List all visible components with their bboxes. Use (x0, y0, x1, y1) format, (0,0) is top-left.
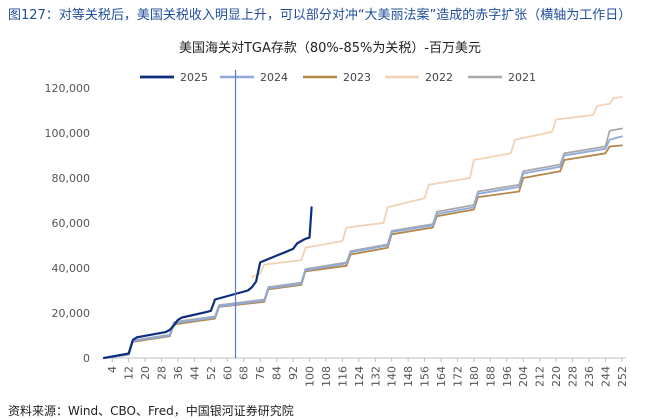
y-tick-label: 120,000 (45, 82, 91, 95)
x-tick-label: 228 (567, 366, 580, 387)
x-tick-label: 212 (534, 366, 547, 387)
source-note: 资料来源：Wind、CBO、Fred，中国银河证券研究院 (8, 404, 294, 418)
x-tick-label: 76 (254, 366, 267, 380)
x-tick-label: 180 (468, 366, 481, 387)
y-axis: 0 20,000 40,000 60,000 80,000 100,000 120,000 (45, 82, 91, 365)
x-tick-label: 28 (156, 366, 169, 380)
series-line-2021 (103, 127, 623, 359)
legend-label-2022: 2022 (425, 71, 453, 84)
x-tick-label: 36 (172, 366, 185, 380)
x-tick-label: 220 (550, 366, 563, 387)
x-tick-label: 140 (386, 366, 399, 387)
x-tick-label: 100 (304, 366, 317, 387)
x-tick-label: 108 (320, 366, 333, 387)
x-tick-label: 188 (484, 366, 497, 387)
x-axis: 4 12 20 28 36 44 52 60 68 76 84 92 100 108 116 124 132 14… (104, 357, 629, 387)
x-tick-label: 84 (271, 366, 284, 380)
x-tick-label: 116 (336, 366, 349, 387)
x-tick-label: 252 (616, 366, 629, 387)
series-line-2022 (251, 96, 623, 278)
x-tick-label: 4 (106, 366, 119, 373)
y-tick-label: 20,000 (52, 307, 91, 320)
x-tick-label: 196 (501, 366, 514, 387)
x-tick-label: 44 (188, 366, 201, 380)
series-lines (102, 96, 623, 360)
legend-label-2024: 2024 (260, 71, 288, 84)
series-line-2023 (103, 144, 623, 359)
x-tick-label: 68 (238, 366, 251, 380)
x-tick-label: 124 (353, 366, 366, 387)
x-tick-label: 60 (221, 366, 234, 380)
x-tick-label: 164 (435, 366, 448, 387)
legend: 2025 2024 2023 2022 2021 (140, 71, 536, 84)
chart-title: 美国海关对TGA存款（80%-85%为关税）-百万美元 (178, 41, 482, 56)
x-tick-label: 172 (451, 366, 464, 387)
x-tick-label: 52 (205, 366, 218, 380)
x-tick-label: 244 (599, 366, 612, 387)
legend-label-2021: 2021 (508, 71, 536, 84)
x-tick-label: 148 (402, 366, 415, 387)
y-tick-label: 60,000 (52, 217, 91, 230)
figure-caption: 图127：对等关税后，美国关税收入明显上升，可以部分对冲“大美丽法案”造成的赤字… (8, 8, 632, 23)
y-tick-label: 80,000 (52, 172, 91, 185)
series-line-2025 (102, 206, 313, 360)
legend-label-2023: 2023 (343, 71, 371, 84)
y-tick-label: 100,000 (45, 127, 91, 140)
series-line-2024 (103, 135, 623, 359)
x-tick-label: 92 (287, 366, 300, 380)
y-tick-label: 0 (83, 352, 90, 365)
x-tick-label: 204 (517, 366, 530, 387)
x-tick-label: 132 (369, 366, 382, 387)
x-tick-label: 156 (419, 366, 432, 387)
y-tick-label: 40,000 (52, 262, 91, 275)
x-tick-label: 12 (123, 366, 136, 380)
legend-label-2025: 2025 (180, 71, 208, 84)
x-tick-label: 20 (139, 366, 152, 380)
x-tick-label: 236 (583, 366, 596, 387)
